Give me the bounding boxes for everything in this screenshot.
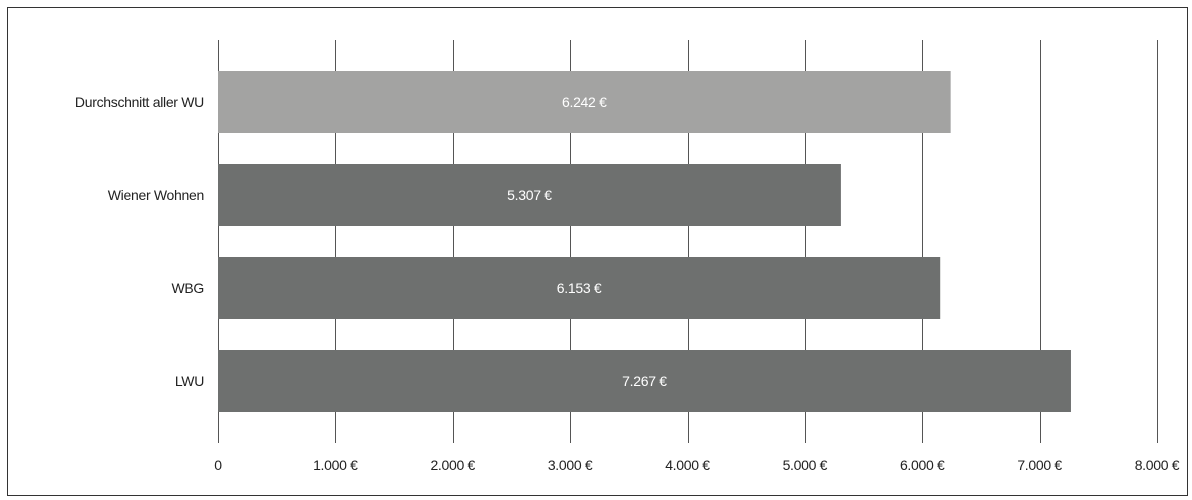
bar <box>218 257 941 319</box>
bar <box>218 164 841 226</box>
category-label: Durchschnitt aller WU <box>75 94 204 110</box>
labels: 0 1.000 € 2.000 € 3.000 € 4.000 € 5.000 € 6.00… <box>75 94 1180 473</box>
value-label: 5.307 € <box>507 187 552 203</box>
x-tick-label: 5.000 € <box>783 457 828 473</box>
value-label: 6.242 € <box>562 94 607 110</box>
bars <box>218 71 1071 412</box>
value-label: 7.267 € <box>622 373 667 389</box>
value-label: 6.153 € <box>557 280 602 296</box>
x-tick-label: 2.000 € <box>430 457 475 473</box>
x-tick-label: 0 <box>214 457 222 473</box>
category-label: Wiener Wohnen <box>108 187 204 203</box>
bar <box>218 350 1071 412</box>
x-tick-label: 3.000 € <box>548 457 593 473</box>
x-tick-label: 7.000 € <box>1017 457 1062 473</box>
category-label: LWU <box>175 373 204 389</box>
x-tick-label: 4.000 € <box>665 457 710 473</box>
category-label: WBG <box>171 280 204 296</box>
x-tick-label: 1.000 € <box>313 457 358 473</box>
x-tick-label: 8.000 € <box>1135 457 1180 473</box>
bar <box>218 71 951 133</box>
x-tick-label: 6.000 € <box>900 457 945 473</box>
